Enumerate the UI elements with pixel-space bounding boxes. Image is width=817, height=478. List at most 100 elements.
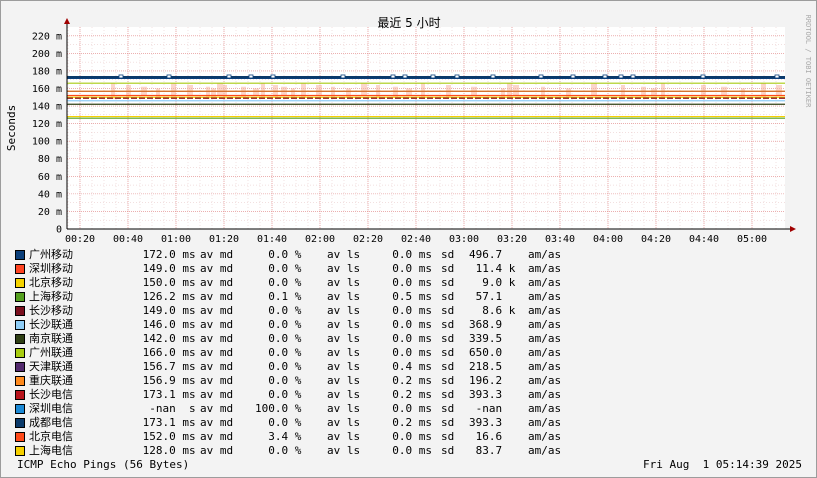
x-tick-label: 00:40 bbox=[113, 234, 143, 245]
loss-marker bbox=[602, 74, 608, 79]
legend-label-amas: am/as bbox=[528, 444, 562, 457]
legend-median: 150.0 ms bbox=[136, 276, 196, 289]
loss-marker bbox=[538, 74, 544, 79]
legend-label-avmd: av md bbox=[200, 262, 234, 275]
y-tick-label: 120 m bbox=[32, 119, 62, 130]
legend-am: 339.5 bbox=[469, 332, 516, 345]
loss-marker bbox=[226, 74, 232, 79]
legend-label-sd: sd bbox=[441, 388, 455, 401]
legend-sd: 0.0 ms bbox=[379, 304, 432, 317]
loss-marker bbox=[118, 74, 124, 79]
loss-marker bbox=[166, 74, 172, 79]
chart-title: 最近 5 小时 bbox=[377, 16, 440, 30]
legend-label-sd: sd bbox=[441, 332, 455, 345]
y-tick-label: 20 m bbox=[38, 207, 62, 218]
jitter-band bbox=[223, 84, 227, 100]
legend-label-sd: sd bbox=[441, 360, 455, 373]
legend-label-amas: am/as bbox=[528, 262, 562, 275]
legend-median: 149.0 ms bbox=[136, 304, 196, 317]
legend-median: 152.0 ms bbox=[136, 430, 196, 443]
y-axis-label: Seconds bbox=[5, 105, 18, 151]
loss-marker bbox=[430, 74, 436, 79]
legend-series-name: 上海移动 bbox=[29, 290, 73, 303]
legend-sd: 0.0 ms bbox=[379, 430, 432, 443]
legend-swatch bbox=[15, 418, 25, 428]
y-tick-label: 180 m bbox=[32, 66, 62, 77]
legend-label-sd: sd bbox=[441, 430, 455, 443]
legend-loss: 0.0 % bbox=[255, 304, 302, 317]
jitter-band bbox=[651, 88, 657, 96]
legend-sd: 0.0 ms bbox=[379, 444, 432, 457]
legend-am: 393.3 bbox=[469, 416, 516, 429]
legend-loss: 0.0 % bbox=[255, 276, 302, 289]
legend-swatch bbox=[15, 404, 25, 414]
legend-series-name: 长沙联通 bbox=[29, 318, 73, 331]
loss-marker bbox=[630, 74, 636, 79]
legend-loss: 0.0 % bbox=[255, 318, 302, 331]
legend-sd: 0.0 ms bbox=[379, 332, 432, 345]
legend-sd: 0.5 ms bbox=[379, 290, 432, 303]
y-tick-label: 80 m bbox=[38, 154, 62, 165]
legend-label-amas: am/as bbox=[528, 374, 562, 387]
jitter-band bbox=[591, 83, 597, 96]
legend-am: 393.3 bbox=[469, 388, 516, 401]
legend-label-avls: av ls bbox=[327, 346, 361, 359]
legend-label-avls: av ls bbox=[327, 416, 361, 429]
legend-loss: 0.0 % bbox=[255, 248, 302, 261]
loss-marker bbox=[490, 74, 496, 79]
legend-label-avls: av ls bbox=[327, 360, 361, 373]
legend-am: 8.6 k bbox=[469, 304, 516, 317]
legend-loss: 0.0 % bbox=[255, 374, 302, 387]
legend-series-name: 深圳电信 bbox=[29, 402, 73, 415]
legend-median: 173.1 ms bbox=[136, 416, 196, 429]
legend-median: 126.2 ms bbox=[136, 290, 196, 303]
legend-series-name: 广州联通 bbox=[29, 346, 73, 359]
legend-swatch bbox=[15, 348, 25, 358]
x-tick-label: 02:40 bbox=[401, 234, 431, 245]
jitter-band bbox=[641, 86, 646, 98]
legend-am: -nan bbox=[469, 402, 516, 415]
x-tick-label: 02:00 bbox=[305, 234, 335, 245]
legend-sd: 0.0 ms bbox=[379, 402, 432, 415]
jitter-band bbox=[316, 84, 322, 96]
legend-loss: 0.0 % bbox=[255, 360, 302, 373]
legend-swatch bbox=[15, 264, 25, 274]
legend-sd: 0.0 ms bbox=[379, 262, 432, 275]
footer-probe-label: ICMP Echo Pings (56 Bytes) bbox=[17, 458, 190, 471]
legend-median: 166.0 ms bbox=[136, 346, 196, 359]
legend-loss: 100.0 % bbox=[255, 402, 302, 415]
legend-loss: 0.0 % bbox=[255, 416, 302, 429]
legend-label-amas: am/as bbox=[528, 276, 562, 289]
legend-label-amas: am/as bbox=[528, 388, 562, 401]
jitter-band bbox=[406, 88, 412, 96]
legend-label-avls: av ls bbox=[327, 332, 361, 345]
loss-marker bbox=[340, 74, 346, 79]
jitter-band bbox=[776, 84, 782, 96]
legend-label-avls: av ls bbox=[327, 430, 361, 443]
legend-label-sd: sd bbox=[441, 318, 455, 331]
legend-label-sd: sd bbox=[441, 374, 455, 387]
y-tick-label: 140 m bbox=[32, 102, 62, 113]
legend-label-avmd: av md bbox=[200, 430, 234, 443]
legend-label-sd: sd bbox=[441, 304, 455, 317]
legend-am: 496.7 bbox=[469, 248, 516, 261]
jitter-band bbox=[241, 86, 246, 98]
legend-swatch bbox=[15, 432, 25, 442]
legend-series-name: 成都电信 bbox=[29, 416, 73, 429]
x-tick-label: 00:20 bbox=[65, 234, 95, 245]
legend-swatch bbox=[15, 278, 25, 288]
legend-label-amas: am/as bbox=[528, 360, 562, 373]
plot-area bbox=[67, 27, 785, 229]
legend-median: 156.9 ms bbox=[136, 374, 196, 387]
legend-swatch bbox=[15, 362, 25, 372]
legend-label-amas: am/as bbox=[528, 248, 562, 261]
legend-label-avmd: av md bbox=[200, 374, 234, 387]
legend-median: 128.0 ms bbox=[136, 444, 196, 457]
legend-label-amas: am/as bbox=[528, 346, 562, 359]
y-axis-arrow bbox=[64, 18, 70, 24]
jitter-band bbox=[331, 86, 335, 100]
legend-median: 142.0 ms bbox=[136, 332, 196, 345]
jitter-band bbox=[291, 88, 295, 100]
legend-series-name: 南京联通 bbox=[29, 332, 73, 345]
legend-label-avls: av ls bbox=[327, 262, 361, 275]
